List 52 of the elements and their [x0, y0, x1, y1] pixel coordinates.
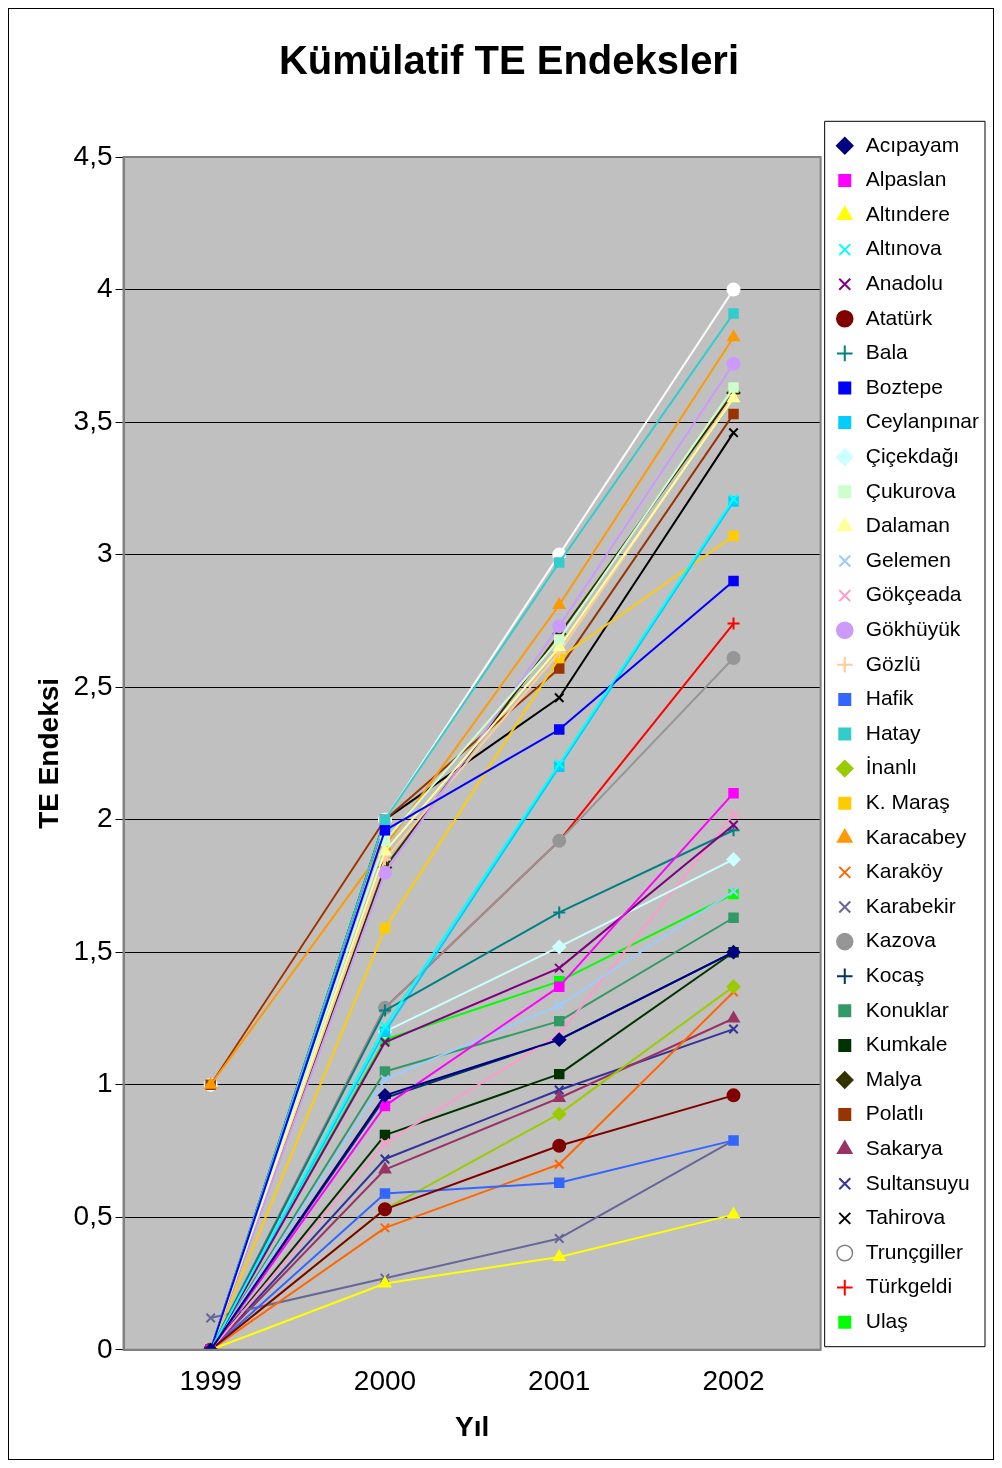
- legend-label: Malya: [865, 1066, 923, 1090]
- legend-label: Boztepe: [865, 374, 943, 398]
- y-axis-title: TE Endeksi: [32, 677, 64, 829]
- y-tick-label: 3: [96, 537, 113, 569]
- x-tick-label: 1999: [179, 1365, 242, 1397]
- x-tick-label: 2000: [353, 1365, 417, 1397]
- legend-label: Tahirova: [865, 1205, 946, 1229]
- legend-label: İnanlı: [865, 755, 918, 779]
- x-tick-label: 2002: [702, 1365, 765, 1397]
- legend-label: Anadolu: [865, 271, 943, 294]
- x-tick-label: 2001: [528, 1365, 591, 1397]
- legend-label: Alpaslan: [865, 167, 947, 191]
- legend-label: Altınova: [865, 236, 942, 260]
- y-tick-label: 0: [96, 1332, 113, 1364]
- y-tick-label: 0,5: [73, 1199, 113, 1231]
- y-tick-label: 4: [96, 272, 113, 304]
- y-tick-label: 3,5: [73, 404, 113, 436]
- legend-label: Çiçekdağı: [865, 444, 960, 467]
- legend-label: Hatay: [865, 720, 922, 744]
- chart-title: Kümülatif TE Endeksleri: [278, 38, 740, 83]
- legend-label: Türkgeldi: [865, 1274, 953, 1298]
- legend-label: Atatürk: [865, 305, 933, 329]
- legend-label: Acıpayam: [865, 132, 960, 156]
- legend-label: Kocaş: [865, 963, 925, 986]
- legend-label: Sakarya: [865, 1136, 944, 1159]
- legend-label: Konuklar: [865, 997, 949, 1021]
- x-axis-title: Yıl: [454, 1410, 490, 1442]
- legend-label: Trunçgiller: [865, 1239, 964, 1263]
- legend-label: Gözlü: [865, 651, 921, 675]
- legend-label: Gökçeada: [865, 582, 962, 606]
- y-tick-label: 1: [96, 1067, 113, 1099]
- legend-label: Bala: [865, 340, 909, 364]
- y-tick-label: 2,5: [73, 669, 113, 701]
- legend-label: Kazova: [865, 928, 937, 952]
- legend-label: Çukurova: [865, 478, 956, 502]
- legend-label: Karaköy: [865, 859, 944, 883]
- legend-label: Gökhüyük: [865, 617, 961, 640]
- y-tick-label: 1,5: [73, 934, 113, 966]
- legend-label: Hafik: [865, 686, 915, 710]
- legend-label: Polatlı: [865, 1101, 925, 1125]
- legend-label: Gelemen: [865, 547, 951, 571]
- legend-label: Sultansuyu: [865, 1170, 970, 1194]
- legend-label: Ceylanpınar: [865, 409, 980, 433]
- legend-label: K. Maraş: [865, 790, 950, 813]
- legend-label: Karacabey: [865, 824, 967, 848]
- y-tick-label: 4,5: [73, 139, 113, 171]
- legend-label: Kumkale: [865, 1032, 948, 1056]
- legend-label: Karabekir: [865, 893, 956, 917]
- legend-label: Dalaman: [865, 513, 950, 537]
- legend-label: Altındere: [865, 201, 950, 225]
- y-tick-label: 2: [96, 802, 113, 834]
- legend-label: Ulaş: [865, 1309, 908, 1332]
